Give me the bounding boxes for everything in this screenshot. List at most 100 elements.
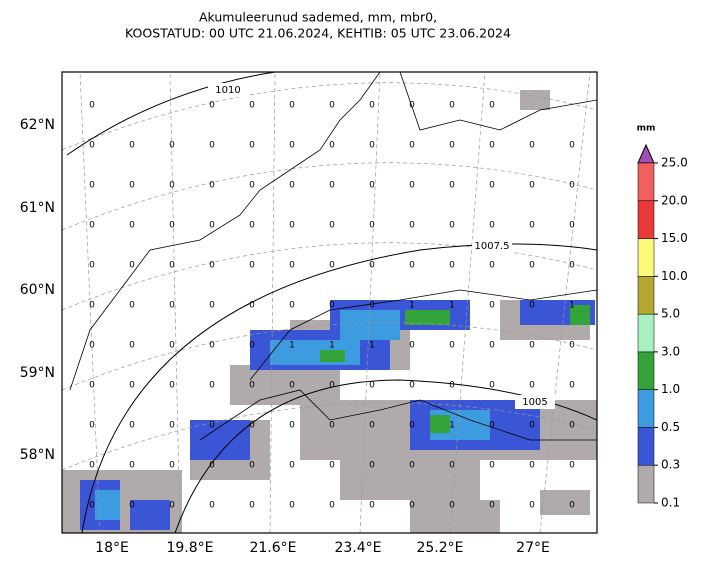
point-value: 0 xyxy=(209,261,215,271)
point-value: 1 xyxy=(449,301,455,311)
point-value: 0 xyxy=(369,181,375,191)
point-value: 0 xyxy=(169,221,175,231)
colorbar-segment xyxy=(637,351,655,390)
point-value: 1 xyxy=(569,301,575,311)
colorbar-segment xyxy=(637,313,655,353)
point-value: 1 xyxy=(449,421,455,431)
point-value: 0 xyxy=(449,221,455,231)
isobar-label: 1010 xyxy=(215,85,240,96)
point-value: 0 xyxy=(529,421,535,431)
lon-label: 25.2°E xyxy=(416,540,463,556)
point-value: 0 xyxy=(329,181,335,191)
point-value: 0 xyxy=(369,381,375,391)
point-value: 0 xyxy=(329,381,335,391)
point-value: 0 xyxy=(289,221,295,231)
point-value: 0 xyxy=(169,261,175,271)
point-value: 0 xyxy=(409,181,415,191)
point-value: 0 xyxy=(209,421,215,431)
point-value: 0 xyxy=(529,141,535,151)
point-value: 0 xyxy=(489,501,495,511)
point-value: 0 xyxy=(289,381,295,391)
point-value: 0 xyxy=(209,501,215,511)
point-value: 0 xyxy=(249,461,255,471)
point-value: 0 xyxy=(289,421,295,431)
lon-label: 18°E xyxy=(95,540,129,556)
point-value: 0 xyxy=(89,181,95,191)
point-value: 0 xyxy=(129,221,135,231)
point-value: 0 xyxy=(529,221,535,231)
point-value: 0 xyxy=(409,501,415,511)
point-value: 0 xyxy=(249,261,255,271)
point-value: 0 xyxy=(249,341,255,351)
point-value: 0 xyxy=(249,381,255,391)
point-value: 1 xyxy=(409,301,415,311)
point-value: 0 xyxy=(449,461,455,471)
point-value: 0 xyxy=(489,101,495,111)
point-value: 0 xyxy=(569,501,575,511)
point-value: 0 xyxy=(249,501,255,511)
lon-label: 23.4°E xyxy=(334,540,381,556)
title: Akumuleerunud sademed, mm, mbr0, xyxy=(199,10,437,25)
lat-label: 58°N xyxy=(20,447,55,463)
colorbar-unit: mm xyxy=(637,124,656,134)
point-value: 0 xyxy=(449,141,455,151)
point-value: 0 xyxy=(209,101,215,111)
point-value: 0 xyxy=(169,181,175,191)
point-value: 0 xyxy=(89,221,95,231)
point-value: 0 xyxy=(129,141,135,151)
colorbar-label: 25.0 xyxy=(661,156,688,170)
point-value: 0 xyxy=(569,221,575,231)
point-value: 0 xyxy=(89,381,95,391)
point-value: 0 xyxy=(489,141,495,151)
point-value: 0 xyxy=(409,101,415,111)
point-value: 0 xyxy=(369,421,375,431)
point-value: 0 xyxy=(209,301,215,311)
colorbar-label: 15.0 xyxy=(661,231,688,245)
point-value: 0 xyxy=(569,261,575,271)
point-value: 0 xyxy=(369,461,375,471)
point-value: 0 xyxy=(129,381,135,391)
point-value: 0 xyxy=(289,141,295,151)
point-value: 0 xyxy=(89,261,95,271)
point-value: 0 xyxy=(169,301,175,311)
isobar-label-bg xyxy=(515,395,555,409)
point-value: 0 xyxy=(489,421,495,431)
point-value: 0 xyxy=(169,501,175,511)
point-value: 0 xyxy=(89,461,95,471)
isobar-label: 1005 xyxy=(522,397,547,408)
point-value: 0 xyxy=(529,181,535,191)
overlay: Akumuleerunud sademed, mm, mbr0,KOOSTATU… xyxy=(20,10,688,557)
point-value: 0 xyxy=(489,301,495,311)
point-value: 0 xyxy=(169,461,175,471)
point-value: 0 xyxy=(409,461,415,471)
point-value: 0 xyxy=(209,141,215,151)
point-value: 0 xyxy=(329,101,335,111)
point-value: 0 xyxy=(129,181,135,191)
point-value: 0 xyxy=(369,221,375,231)
colorbar-segment xyxy=(637,238,655,277)
isobar-label: 1007.5 xyxy=(475,241,510,252)
precip-green xyxy=(320,305,590,433)
point-value: 0 xyxy=(289,461,295,471)
lat-label: 61°N xyxy=(20,200,55,216)
point-value: 0 xyxy=(529,461,535,471)
point-value: 0 xyxy=(169,141,175,151)
point-value: 0 xyxy=(489,381,495,391)
point-value: 0 xyxy=(289,181,295,191)
lat-label: 59°N xyxy=(20,365,55,381)
colorbar-segment xyxy=(637,389,655,428)
point-value: 0 xyxy=(449,261,455,271)
lat-label: 60°N xyxy=(20,282,55,298)
point-value: 0 xyxy=(129,501,135,511)
point-value: 0 xyxy=(409,381,415,391)
point-value: 0 xyxy=(249,101,255,111)
lon-label: 27°E xyxy=(516,540,550,556)
point-value: 0 xyxy=(569,421,575,431)
point-value: 0 xyxy=(529,381,535,391)
point-value: 0 xyxy=(169,381,175,391)
point-value: 0 xyxy=(449,381,455,391)
lon-label: 19.8°E xyxy=(166,540,213,556)
colorbar-label: 10.0 xyxy=(661,269,688,283)
